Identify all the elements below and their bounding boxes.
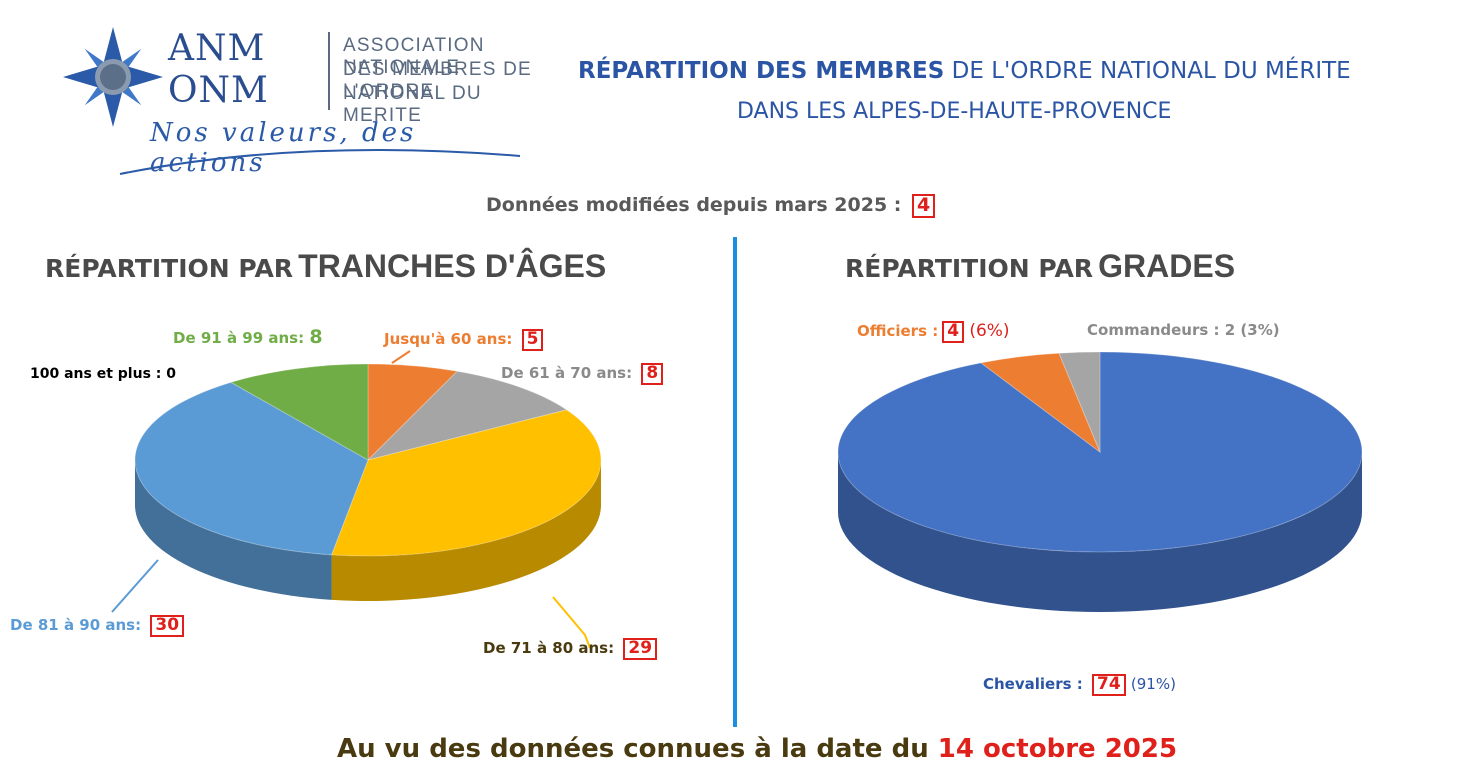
page-subtitle: DANS LES ALPES-DE-HAUTE-PROVENCE [737,99,1172,124]
value-chevaliers: 74 [1092,674,1126,696]
logo-onm-text: ONM [168,70,269,111]
ages-side-3 [135,460,332,600]
modified-label: Données modifiées depuis mars 2025 : [486,194,902,216]
pct-officiers: (6%) [969,321,1010,341]
label-100-plus: 100 ans et plus : 0 [30,366,176,382]
footer-date: 14 octobre 2025 [937,734,1178,764]
logo-swoosh-icon [119,149,521,175]
grades-slice-2 [1058,351,1101,453]
label-60: Jusqu'à 60 ans: 5 [384,329,544,351]
label-commandeurs: Commandeurs : 2 (3%) [1087,321,1280,339]
ages-section-title: RÉPARTITION PAR TRANCHES D'ÂGES [45,248,607,284]
leader-line-60 [391,350,411,364]
label-officiers: Officiers :4 (6%) [857,321,1010,343]
leader-line-71-80 [552,596,591,649]
value-commandeurs: 2 [1224,321,1236,339]
ages-slice-2 [330,409,602,557]
anm-onm-logo: ANM ONM ASSOCIATION NATIONALE DES MEMBRE… [50,18,540,183]
label-chevaliers: Chevaliers : 74 (91%) [983,674,1176,696]
grades-slice-1 [979,352,1102,454]
logo-anm-text: ANM [168,28,266,69]
logo-assoc-line-2: DES MEMBRES DE L'ORDRE [343,59,532,102]
logo-assoc-line-1: ASSOCIATION NATIONALE [343,35,485,78]
star-emblem-icon [63,27,163,127]
value-91-99: 8 [309,326,323,348]
logo-motto: Nos valeurs, des actions [150,118,417,178]
ages-pie-chart [134,363,602,601]
ages-slice-1 [366,370,568,461]
value-60: 5 [521,329,544,351]
value-71-80: 29 [623,638,658,660]
leader-line-81-90 [111,559,159,613]
ages-side-2 [331,460,601,601]
ages-slice-4 [229,363,369,461]
label-91-99: De 91 à 99 ans: 8 [173,326,323,348]
value-81-90: 30 [150,615,185,637]
label-81-90: De 81 à 90 ans: 30 [10,615,185,637]
footer-text: Au vu des données connues à la date du [337,734,929,764]
ages-slice-0 [367,363,459,462]
section-divider [733,237,737,727]
grades-section-title: RÉPARTITION PAR GRADES [845,248,1236,284]
page-title: RÉPARTITION DES MEMBRES DE L'ORDRE NATIO… [578,58,1351,84]
grades-side-0 [838,452,1362,612]
ages-slice-3 [134,381,369,556]
value-100-plus: 0 [166,366,176,382]
page-title-bold: RÉPARTITION DES MEMBRES [578,58,945,84]
label-71-80: De 71 à 80 ans: 29 [483,638,658,660]
footer-note: Au vu des données connues à la date du 1… [337,734,1177,764]
label-61-70: De 61 à 70 ans: 8 [501,363,664,385]
page-title-rest: DE L'ORDRE NATIONAL DU MÉRITE [944,58,1351,84]
value-officiers: 4 [942,321,965,343]
modified-value: 4 [912,194,936,218]
value-61-70: 8 [641,363,664,385]
pct-commandeurs: (3%) [1240,321,1280,339]
modified-note: Données modifiées depuis mars 2025 : 4 [486,194,936,218]
logo-assoc-line-3: NATIONAL DU MERITE [343,83,482,126]
grades-slice-0 [837,351,1363,553]
pct-chevaliers: (91%) [1130,675,1176,693]
logo-separator [328,32,330,110]
grades-pie-chart [837,351,1363,612]
